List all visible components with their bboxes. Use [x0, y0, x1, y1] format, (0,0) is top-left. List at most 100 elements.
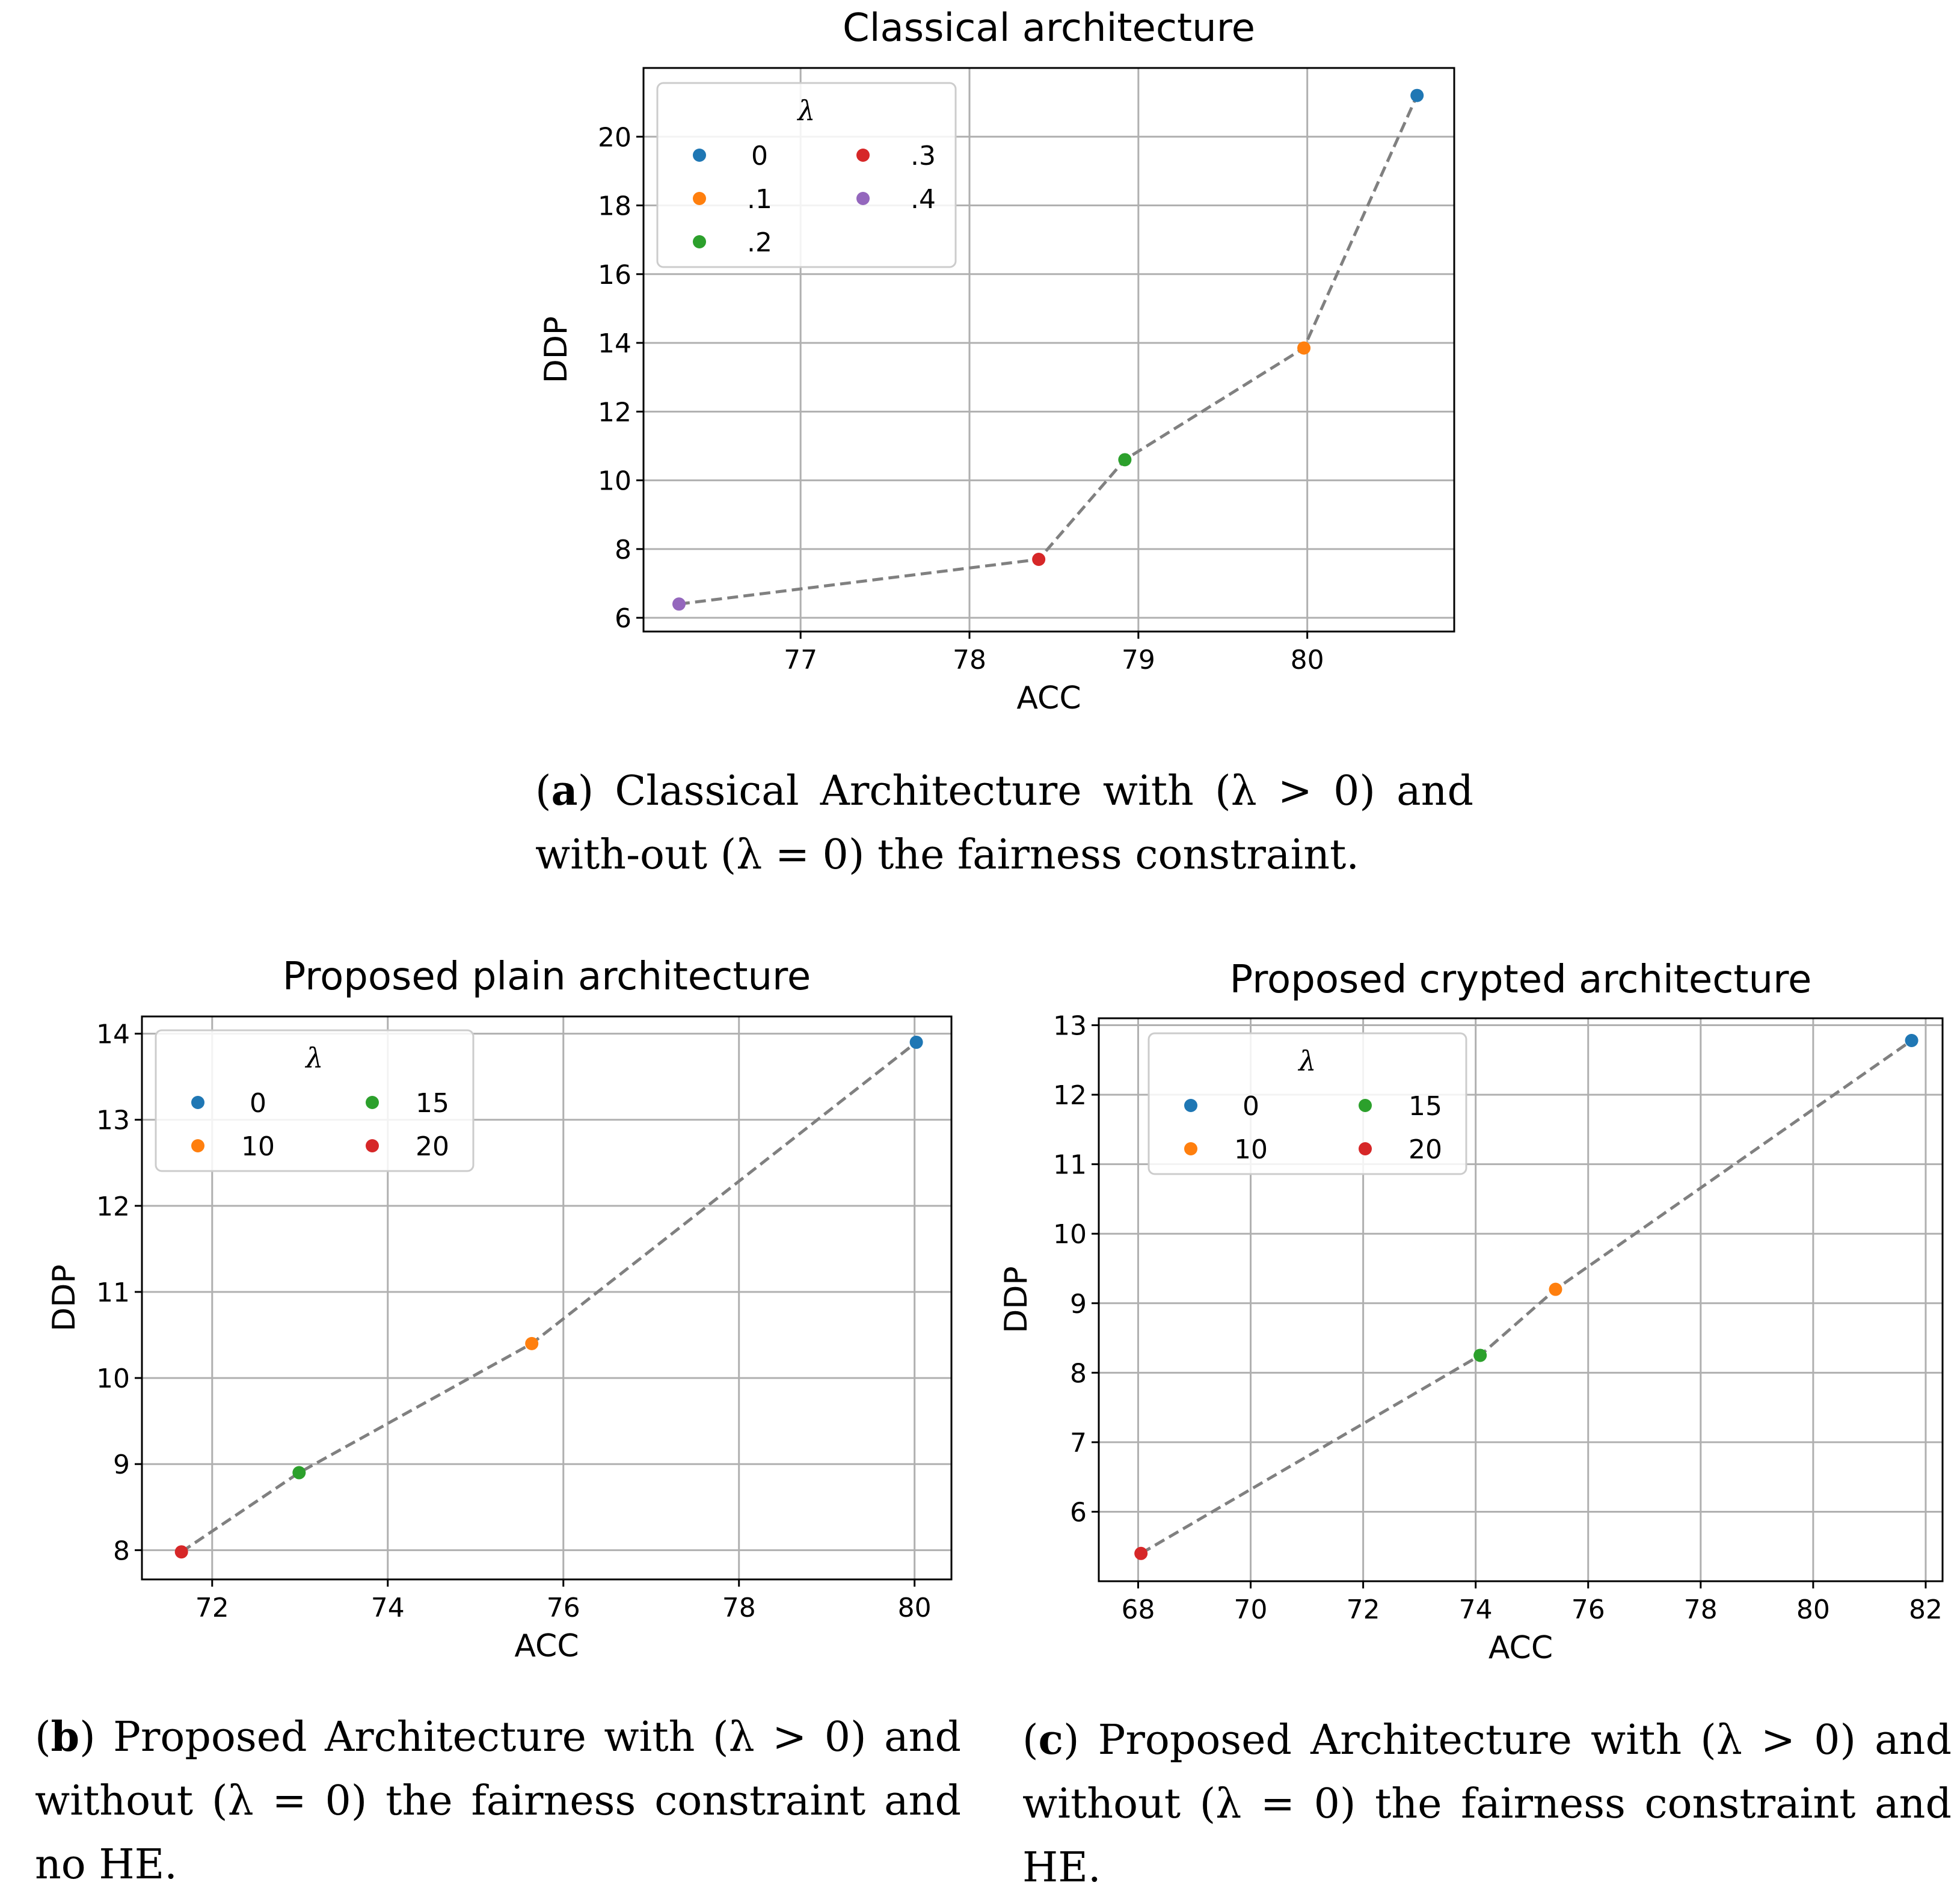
y-tick-label: 10 — [96, 1364, 130, 1394]
data-point-lambda-15 — [292, 1466, 306, 1480]
y-tick-label: 14 — [96, 1019, 130, 1050]
x-tick-label: 82 — [1909, 1594, 1943, 1625]
legend-label: 0 — [1243, 1091, 1259, 1122]
legend-box — [1147, 1032, 1467, 1175]
y-tick-label: 13 — [1053, 1011, 1087, 1042]
x-tick-label: 78 — [722, 1593, 756, 1623]
caption-b-text: Proposed Architecture with (λ > 0) and w… — [35, 1714, 961, 1889]
x-tick-label: 78 — [1684, 1594, 1718, 1625]
data-point-lambda-p1 — [1297, 341, 1311, 355]
x-tick-label: 78 — [953, 645, 986, 675]
y-tick-label: 10 — [598, 466, 631, 497]
legend-label: 15 — [1409, 1091, 1442, 1122]
legend-label: 20 — [1409, 1134, 1442, 1165]
y-tick-label: 10 — [1053, 1219, 1087, 1250]
plot-frame — [1098, 1017, 1944, 1582]
x-tick-label: 74 — [1459, 1594, 1493, 1625]
y-tick-label: 9 — [1070, 1289, 1087, 1320]
legend-marker — [1359, 1142, 1372, 1155]
x-tick-label: 72 — [195, 1593, 229, 1623]
legend-marker — [1184, 1142, 1197, 1155]
data-point-lambda-p2 — [1118, 453, 1132, 467]
data-point-lambda-0 — [1905, 1033, 1919, 1047]
legend-marker — [191, 1139, 204, 1152]
x-tick-label: 80 — [898, 1593, 932, 1623]
y-tick-label: 18 — [598, 191, 631, 222]
legend-marker — [856, 192, 870, 205]
y-tick-label: 20 — [598, 122, 631, 153]
caption-a: (a) Classical Architecture with (λ > 0) … — [535, 767, 1473, 879]
caption-a-text: Classical Architecture with (λ > 0) and … — [535, 767, 1473, 879]
data-point-lambda-0 — [1410, 88, 1424, 102]
legend-label: .3 — [911, 141, 936, 171]
x-tick-label: 77 — [784, 645, 817, 675]
y-tick-label: 8 — [1070, 1358, 1087, 1389]
data-point-lambda-20 — [1134, 1546, 1148, 1560]
y-tick-label: 11 — [96, 1277, 130, 1308]
legend: λ 0 10 15 20 — [155, 1029, 475, 1172]
legend-label: 0 — [250, 1088, 266, 1119]
y-tick-label: 13 — [96, 1105, 130, 1136]
y-tick-label: 8 — [615, 535, 631, 565]
x-axis-label: ACC — [514, 1628, 579, 1664]
series-line — [1140, 1039, 1912, 1555]
chart-b: 72 74 76 78 80 8 9 10 11 12 13 14 λ 0 10 15 20 Proposed p… — [46, 955, 953, 1664]
x-tick-label: 76 — [547, 1593, 580, 1623]
y-axis-label: DDP — [538, 316, 574, 383]
legend-label: .1 — [747, 184, 772, 215]
y-tick-label: 6 — [615, 603, 631, 634]
y-tick-label: 8 — [113, 1536, 130, 1566]
data-point-lambda-p3 — [1032, 553, 1046, 567]
x-axis-label: ACC — [1016, 680, 1081, 716]
y-tick-label: 9 — [113, 1450, 130, 1480]
legend-label: 10 — [1234, 1134, 1268, 1165]
caption-c-letter: c — [1038, 1716, 1063, 1764]
legend-title: λ — [304, 1042, 323, 1074]
y-tick-label: 16 — [598, 260, 631, 291]
legend-marker — [693, 235, 706, 248]
chart-title: Proposed plain architecture — [283, 955, 811, 999]
legend-label: .4 — [911, 184, 936, 215]
series-line — [180, 1041, 918, 1554]
y-tick-label: 12 — [598, 397, 631, 428]
data-point-lambda-15 — [1473, 1348, 1487, 1362]
y-tick-label: 14 — [598, 328, 631, 359]
legend: λ 0 10 15 20 — [1147, 1032, 1467, 1175]
caption-b: (b) Proposed Architecture with (λ > 0) a… — [35, 1713, 961, 1889]
legend-label: 20 — [416, 1131, 449, 1162]
legend-marker — [366, 1139, 379, 1152]
legend-box — [656, 82, 957, 268]
x-tick-label: 80 — [1291, 645, 1324, 675]
data-point-lambda-p4 — [672, 597, 686, 611]
legend-marker — [693, 192, 706, 205]
x-tick-label: 74 — [371, 1593, 405, 1623]
chart-title: Proposed crypted architecture — [1230, 958, 1812, 1002]
legend-marker — [856, 149, 870, 162]
data-point-lambda-0 — [909, 1035, 923, 1049]
y-axis-label: DDP — [46, 1264, 82, 1331]
x-axis-label: ACC — [1488, 1630, 1553, 1666]
legend-marker — [693, 149, 706, 162]
legend-title: λ — [1297, 1045, 1316, 1077]
legend: λ0 .1 .2 .3 .4 — [656, 82, 957, 268]
y-tick-label: 7 — [1070, 1428, 1087, 1459]
legend-label: 10 — [241, 1131, 275, 1162]
legend-marker — [191, 1096, 204, 1109]
caption-b-letter: b — [51, 1713, 80, 1761]
legend-title: λ — [796, 94, 815, 127]
x-tick-label: 76 — [1571, 1594, 1605, 1625]
data-point-lambda-10 — [1549, 1282, 1562, 1296]
data-point-lambda-10 — [525, 1336, 539, 1350]
x-tick-label: 70 — [1234, 1594, 1268, 1625]
legend-box — [155, 1029, 475, 1172]
plot-frame — [642, 67, 1455, 633]
legend-label: .2 — [747, 227, 772, 258]
y-tick-label: 6 — [1070, 1497, 1087, 1528]
chart-title: Classical architecture — [843, 6, 1255, 51]
caption-c-text: Proposed Architecture with (λ > 0) and w… — [1022, 1717, 1952, 1892]
y-tick-label: 11 — [1053, 1150, 1087, 1181]
legend-marker — [366, 1096, 379, 1109]
legend-label: 15 — [416, 1088, 449, 1119]
caption-a-letter: a — [551, 767, 578, 815]
